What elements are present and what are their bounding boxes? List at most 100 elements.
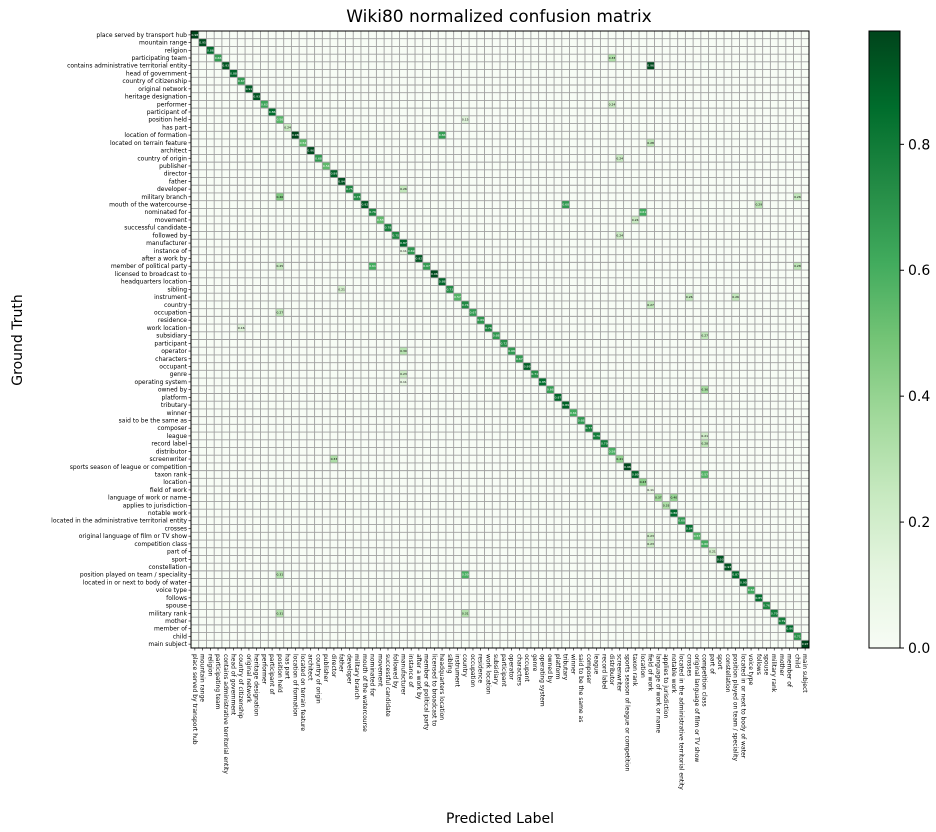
cell-value-label: 0.67 xyxy=(516,357,523,361)
cell-value-label: 0.31 xyxy=(276,611,283,615)
x-tick-label: taxon rank xyxy=(631,654,638,687)
y-tick-label: operating system xyxy=(134,379,187,386)
heatmap-cell xyxy=(623,462,632,471)
y-tick-label: head of government xyxy=(126,70,188,77)
cell-value-label: 0.26 xyxy=(686,295,693,299)
x-tick-label: architect xyxy=(307,654,314,681)
colorbar-ticks: 0.0 0.2 0.4 0.6 0.8 xyxy=(900,137,930,657)
y-tick-label: record label xyxy=(151,441,187,448)
cell-value-label: 0.28 xyxy=(647,141,654,145)
cell-value-label: 0.73 xyxy=(354,195,361,199)
heatmap-cell xyxy=(700,540,709,548)
y-tick-label: sport xyxy=(172,556,188,563)
heatmap-cell xyxy=(237,77,246,85)
heatmap-cell xyxy=(731,570,740,579)
heatmap-cell xyxy=(399,246,408,255)
cell-value-label: 0.86 xyxy=(207,48,214,52)
cell-value-label: 0.74 xyxy=(462,303,469,307)
heatmap-cell xyxy=(191,31,199,39)
heatmap-cell xyxy=(639,478,647,487)
y-tick-label: country of citizenship xyxy=(122,78,187,85)
y-tick-label: headquarters location xyxy=(121,279,187,286)
heatmap-cell xyxy=(353,192,361,201)
cell-value-label: 0.31 xyxy=(276,573,283,577)
x-tick-label: occupant xyxy=(523,654,530,682)
cell-value-label: 0.79 xyxy=(593,434,600,438)
y-tick-label: religion xyxy=(165,47,188,54)
x-tick-label: director xyxy=(330,654,337,678)
x-tick-label: heritage designation xyxy=(253,654,260,716)
x-tick-label: developer xyxy=(345,654,352,685)
x-tick-label: genre xyxy=(531,654,538,672)
cell-value-label: 0.23 xyxy=(647,534,654,538)
heatmap-cell xyxy=(221,61,230,70)
y-tick-label: tributary xyxy=(161,402,188,409)
x-tick-label: followed by xyxy=(392,654,399,689)
cell-value-label: 0.71 xyxy=(794,634,801,638)
x-tick-label: has part xyxy=(284,654,291,679)
x-tick-label: crosses xyxy=(685,654,692,676)
heatmap-cell xyxy=(345,185,354,193)
y-tick-label: follows xyxy=(166,595,187,602)
y-tick-label: crosses xyxy=(165,525,187,532)
heatmap-cell xyxy=(275,609,284,618)
heatmap-cell xyxy=(322,162,331,170)
y-tick-label: work location xyxy=(147,325,187,332)
cell-value-label: 0.21 xyxy=(709,550,716,554)
heatmap-cell xyxy=(708,547,717,556)
y-tick-label: location xyxy=(163,479,187,486)
x-tick-label: field of work xyxy=(647,654,654,692)
heatmap-cell xyxy=(445,285,454,294)
x-tick-label: position held xyxy=(276,654,283,693)
heatmap-cell xyxy=(368,262,377,271)
y-tick-label: screenwriter xyxy=(150,456,188,463)
x-tick-label: work location xyxy=(484,654,491,694)
cell-value-label: 0.71 xyxy=(531,372,538,376)
cell-value-label: 0.54 xyxy=(300,141,307,145)
y-tick-label: said to be the same as xyxy=(119,417,187,424)
cell-value-label: 0.96 xyxy=(307,149,314,153)
cell-value-label: 0.73 xyxy=(446,287,453,291)
x-tick-label: spouse xyxy=(763,654,770,676)
y-tick-label: part of xyxy=(167,549,188,556)
y-tick-label: followed by xyxy=(153,232,188,239)
y-tick-label: notable work xyxy=(148,510,188,517)
cell-value-label: 0.33 xyxy=(609,56,616,60)
cell-value-label: 0.89 xyxy=(562,403,569,407)
heatmap-frame xyxy=(190,30,810,649)
x-tick-label: winner xyxy=(569,654,576,675)
heatmap-cell xyxy=(569,408,578,417)
cell-value-label: 0.72 xyxy=(501,341,508,345)
heatmap-cell xyxy=(399,347,408,355)
x-tick-label: headquarters location xyxy=(438,654,445,720)
heatmap-cell xyxy=(646,486,655,494)
y-tick-label: heritage designation xyxy=(125,94,187,101)
cell-value-label: 0.24 xyxy=(632,218,639,222)
heatmap-cell xyxy=(283,123,292,132)
x-tick-label: main subject xyxy=(801,654,808,693)
heatmap-cell xyxy=(461,115,470,124)
cell-value-label: 0.25 xyxy=(276,264,283,268)
colorbar-tick-label: 0.4 xyxy=(908,389,930,405)
heatmap-cell xyxy=(669,509,678,517)
cell-value-label: 0.59 xyxy=(462,573,469,577)
cell-value-label: 0.27 xyxy=(701,334,708,338)
y-tick-label: location of formation xyxy=(124,132,187,139)
heatmap-cell xyxy=(770,609,779,618)
heatmap-cell xyxy=(368,208,377,217)
y-axis-title: Ground Truth xyxy=(10,294,26,385)
y-tick-label: architect xyxy=(161,148,188,155)
cell-value-label: 0.24 xyxy=(609,102,616,106)
cell-value-label: 0.36 xyxy=(701,388,708,392)
heatmap-grid xyxy=(191,31,809,648)
y-tick-label: member of xyxy=(154,626,188,633)
heatmap-cell xyxy=(662,501,670,510)
heatmap-cell xyxy=(615,154,624,163)
cell-value-label: 0.41 xyxy=(616,457,623,461)
cell-value-label: 0.94 xyxy=(338,179,345,183)
heatmap-cell xyxy=(700,439,709,448)
heatmap-cell xyxy=(206,46,215,55)
heatmap-cell xyxy=(754,594,763,602)
y-tick-label: owned by xyxy=(158,387,188,394)
cell-value-label: 0.26 xyxy=(794,195,801,199)
